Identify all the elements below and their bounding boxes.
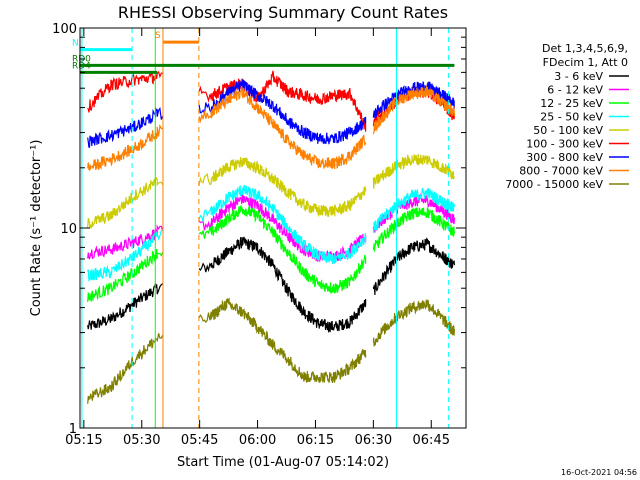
data-gap bbox=[162, 28, 199, 428]
flag-label: RD4 bbox=[72, 61, 91, 71]
series-line bbox=[87, 79, 455, 148]
y-tick-label: 1 bbox=[69, 422, 77, 437]
series-line bbox=[87, 86, 455, 171]
legend-entry-label: 7000 - 15000 keV bbox=[505, 178, 603, 191]
legend-header-line: FDecim 1, Att 0 bbox=[543, 56, 628, 69]
legend-entry-label: 6 - 12 keV bbox=[547, 84, 603, 97]
legend-entry-label: 25 - 50 keV bbox=[540, 111, 603, 124]
legend-entry-label: 100 - 300 keV bbox=[526, 138, 603, 151]
x-tick-label: 05:30 bbox=[123, 433, 160, 448]
x-tick-label: 06:30 bbox=[355, 433, 392, 448]
legend-entry-label: 50 - 100 keV bbox=[533, 124, 603, 137]
x-tick-label: 06:15 bbox=[297, 433, 334, 448]
series-line bbox=[87, 154, 455, 229]
generation-timestamp: 16-Oct-2021 04:56 bbox=[561, 468, 637, 477]
legend: Det 1,3,4,5,6,9, FDecim 1, Att 0 3 - 6 k… bbox=[505, 42, 629, 191]
series-line bbox=[87, 205, 455, 303]
x-tick-label: 05:15 bbox=[65, 433, 102, 448]
y-tick-label: 100 bbox=[52, 22, 77, 37]
x-tick-label: 06:45 bbox=[413, 433, 450, 448]
chart-title: RHESSI Observing Summary Count Rates bbox=[118, 3, 448, 22]
legend-entry-label: 800 - 7000 keV bbox=[519, 165, 603, 178]
legend-header-line: Det 1,3,4,5,6,9, bbox=[542, 42, 628, 55]
x-tick-label: 06:00 bbox=[239, 433, 276, 448]
legend-entry-label: 12 - 25 keV bbox=[540, 97, 603, 110]
x-axis-label: Start Time (01-Aug-07 05:14:02) bbox=[177, 455, 389, 470]
x-tick-label: 05:45 bbox=[181, 433, 218, 448]
data-gap bbox=[365, 28, 374, 428]
series-line bbox=[87, 297, 455, 404]
series-line bbox=[87, 184, 455, 282]
series-line bbox=[87, 192, 455, 265]
series-line bbox=[87, 236, 455, 334]
legend-entry-label: 300 - 800 keV bbox=[526, 151, 603, 164]
y-axis-label: Count Rate (s⁻¹ detector⁻¹) bbox=[29, 140, 44, 317]
legend-entry-label: 3 - 6 keV bbox=[554, 70, 603, 83]
y-tick-label: 10 bbox=[60, 222, 77, 237]
flag-label: S bbox=[155, 31, 161, 41]
flag-label: N bbox=[72, 39, 79, 49]
